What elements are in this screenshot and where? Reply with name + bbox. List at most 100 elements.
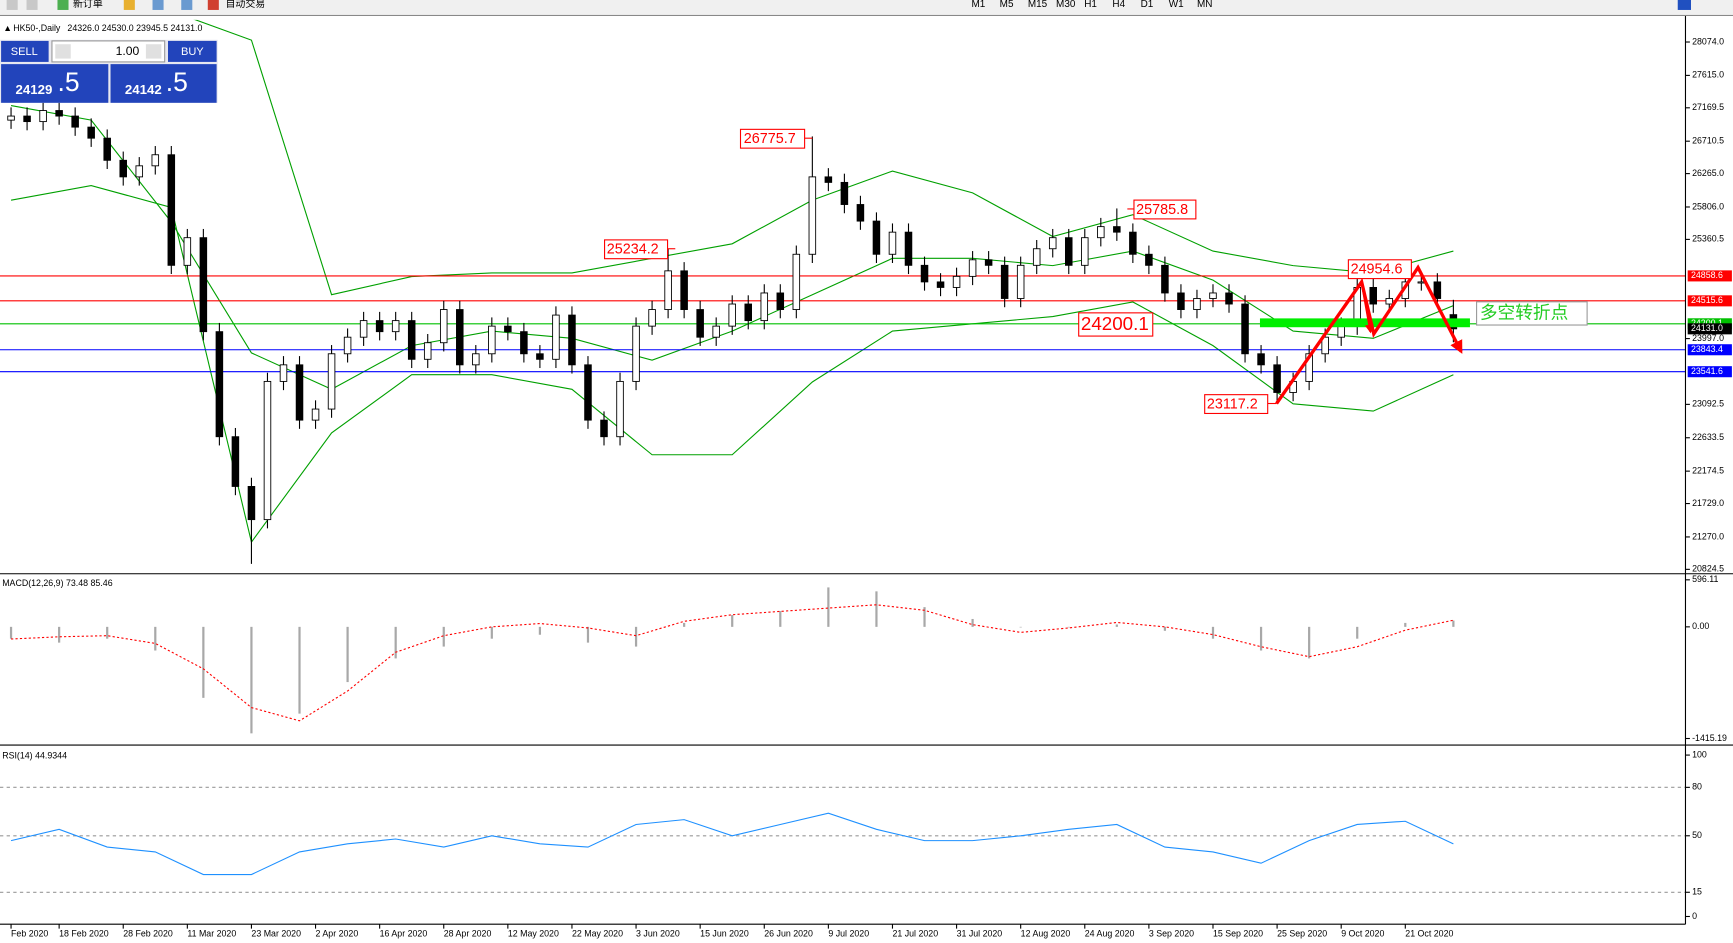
x-tick-label: 16 Apr 2020 xyxy=(380,928,428,938)
macd-bar xyxy=(58,626,61,643)
y-tick-label: 100 xyxy=(1692,749,1707,759)
macd-bar xyxy=(9,626,13,639)
macd-bar xyxy=(490,626,493,639)
bid-pips[interactable]: .5 xyxy=(57,67,79,97)
volume-value[interactable]: 1.00 xyxy=(116,44,140,58)
candle-body xyxy=(1305,353,1313,382)
toolbar-icon[interactable] xyxy=(152,0,164,10)
candle-body xyxy=(359,320,368,338)
new-order-button[interactable]: 新订单 xyxy=(73,0,103,10)
timeframe-button[interactable]: M1 xyxy=(971,0,985,10)
sell-label[interactable]: SELL xyxy=(11,46,38,58)
buy-label[interactable]: BUY xyxy=(181,46,204,58)
pane-title: MACD(12,26,9) 73.48 85.46 xyxy=(2,578,112,588)
candle-body xyxy=(680,270,688,310)
x-tick-label: 9 Jul 2020 xyxy=(828,928,869,938)
level-label-bg xyxy=(1687,270,1732,282)
timeframe-button[interactable]: MN xyxy=(1197,0,1212,10)
buy-button[interactable] xyxy=(167,40,217,62)
toolbar: 新订单 自动交易 M1 M5 M15 M30 H1 H4 D1 W1 MN xyxy=(0,0,1733,15)
candle-body xyxy=(135,165,144,178)
ask-price[interactable]: 24142 xyxy=(125,82,162,97)
candle-body xyxy=(1048,237,1057,250)
macd-bar xyxy=(154,626,157,651)
candle-body xyxy=(584,364,592,421)
bid-box[interactable] xyxy=(1,64,109,103)
toolbar-icon[interactable] xyxy=(207,0,219,10)
macd-bar xyxy=(634,626,638,647)
macd-signal xyxy=(11,604,1454,722)
volume-up[interactable] xyxy=(145,44,162,59)
candle-body xyxy=(472,353,480,366)
macd-bar xyxy=(1452,620,1455,627)
level-label: 24858.6 xyxy=(1691,270,1723,280)
macd-bar xyxy=(683,622,686,627)
candle-body xyxy=(311,408,320,421)
volume-down[interactable] xyxy=(55,44,71,59)
y-tick-label: 28074.0 xyxy=(1692,36,1724,46)
macd-bar xyxy=(202,626,205,698)
ask-box[interactable] xyxy=(110,64,217,103)
candle-body xyxy=(904,231,913,266)
toolbar-icon[interactable] xyxy=(181,0,193,10)
macd-bar xyxy=(106,626,109,639)
candle-body xyxy=(1369,286,1378,305)
candle-body xyxy=(792,253,801,310)
toolbar-icon[interactable] xyxy=(123,0,135,10)
candle-body xyxy=(295,364,304,421)
toolbar-icon[interactable] xyxy=(57,0,69,10)
trend-arrow xyxy=(1275,264,1463,405)
annotations: 26775.7 25234.2 25785.8 24954.6 23117.2 … xyxy=(604,128,1588,415)
x-tick-label: 31 Jul 2020 xyxy=(957,928,1003,938)
y-tick-label: 15 xyxy=(1692,887,1702,897)
candle-body xyxy=(279,364,288,382)
bid-price[interactable]: 24129 xyxy=(15,82,52,97)
timeframe-button[interactable]: M30 xyxy=(1056,0,1076,10)
candle-body xyxy=(616,380,624,438)
y-tick-label: 23092.5 xyxy=(1692,399,1724,409)
candle-body xyxy=(520,331,528,355)
toolbar-icon[interactable] xyxy=(1677,0,1692,10)
timeframe-button[interactable]: M15 xyxy=(1028,0,1048,10)
candle-body xyxy=(1000,264,1009,299)
ask-pips[interactable]: .5 xyxy=(166,67,188,97)
candle-body xyxy=(7,115,15,121)
candle-body xyxy=(744,303,752,322)
candle-body xyxy=(1225,292,1233,305)
volume-input[interactable] xyxy=(51,40,166,63)
candle-body xyxy=(488,325,496,355)
chart-title: HK50-,Daily xyxy=(13,23,61,33)
candle-body xyxy=(504,325,512,333)
level-label: 23541.6 xyxy=(1691,366,1723,376)
candle-body xyxy=(872,220,881,255)
candle-body xyxy=(696,309,704,338)
timeframe-button[interactable]: H1 xyxy=(1084,0,1097,10)
auto-trading-button[interactable]: 自动交易 xyxy=(225,0,265,10)
timeframes: M1 M5 M15 M30 H1 H4 D1 W1 MN xyxy=(971,0,1212,10)
timeframe-button[interactable]: D1 xyxy=(1141,0,1154,10)
level-label: 24200.1 xyxy=(1691,318,1723,328)
rsi-pane xyxy=(0,786,1686,893)
candle-body xyxy=(808,176,817,255)
macd-pane xyxy=(9,587,1455,734)
macd-bar xyxy=(731,615,734,627)
candle-body xyxy=(1129,231,1137,255)
annotation: 26775.7 xyxy=(744,131,796,147)
candle-body xyxy=(1016,264,1025,299)
candle-body xyxy=(984,259,993,266)
timeframe-button[interactable]: W1 xyxy=(1169,0,1184,10)
macd-bar xyxy=(1259,626,1263,651)
candle-body xyxy=(1064,237,1073,266)
timeframe-button[interactable]: M5 xyxy=(1000,0,1014,10)
sell-button[interactable] xyxy=(1,40,49,62)
candle-body xyxy=(552,314,560,360)
rsi-line xyxy=(10,812,1454,876)
annotation: 多空转折点 xyxy=(1480,303,1568,323)
candle-body xyxy=(1321,336,1329,355)
toolbar-icon xyxy=(6,0,18,10)
timeframe-button[interactable]: H4 xyxy=(1112,0,1125,10)
candle-body xyxy=(231,436,240,487)
candle-body xyxy=(423,342,432,360)
level-label-bg xyxy=(1687,366,1732,378)
